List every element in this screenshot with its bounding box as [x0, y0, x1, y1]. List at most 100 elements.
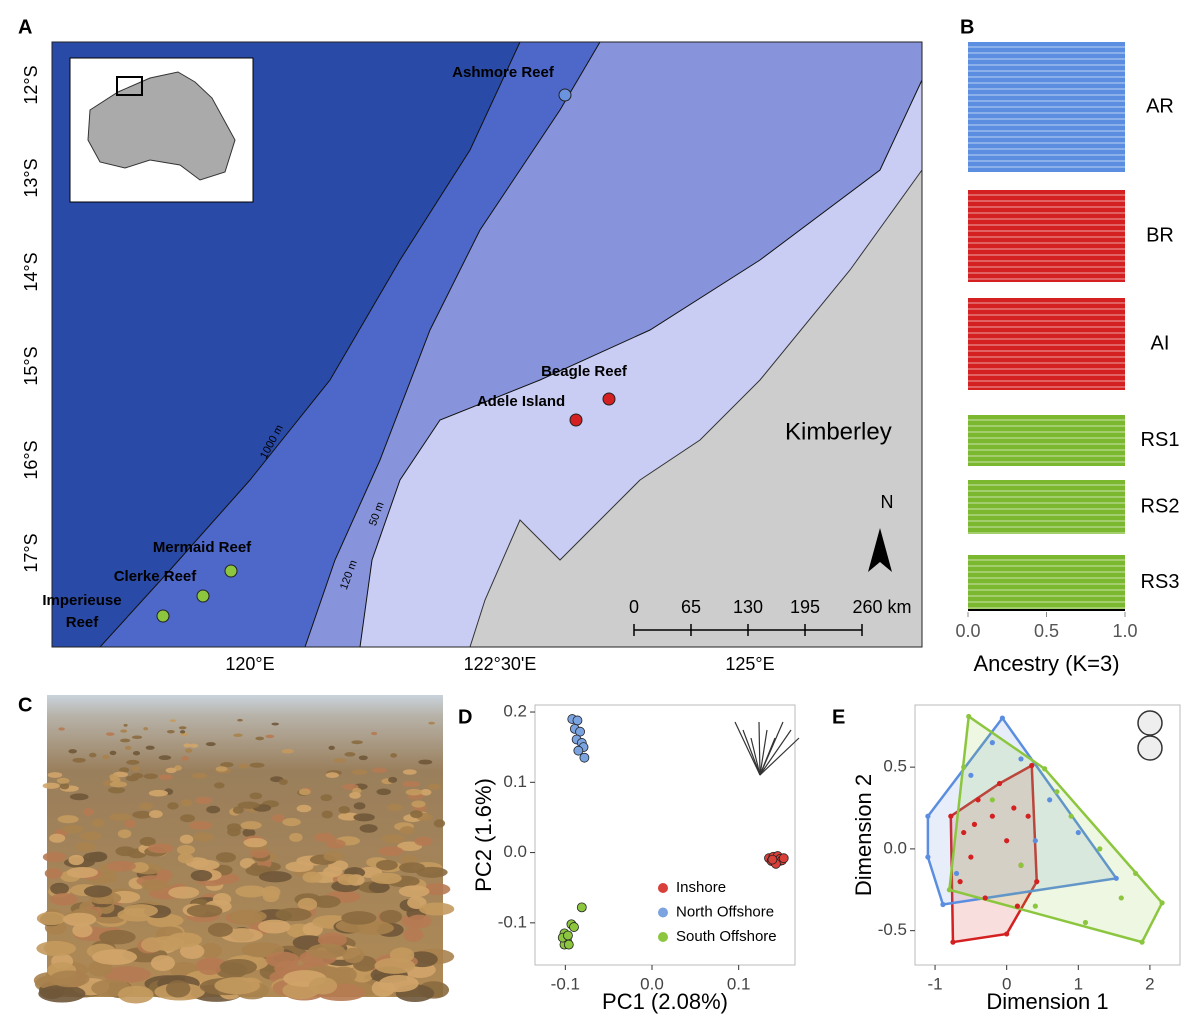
inset-box — [116, 76, 143, 96]
rock — [353, 802, 366, 810]
rock — [79, 831, 103, 841]
rock — [138, 802, 154, 810]
rock — [49, 970, 90, 988]
category-label: AI — [1151, 332, 1170, 354]
scale-label: 195 — [790, 597, 820, 617]
point — [1042, 766, 1048, 772]
point — [1029, 762, 1035, 769]
rock — [168, 886, 200, 899]
north-label: N — [881, 492, 894, 512]
rock — [83, 808, 95, 816]
rock — [109, 750, 117, 756]
point — [1025, 813, 1031, 819]
rock — [103, 966, 151, 983]
rock — [59, 783, 70, 790]
rock — [72, 923, 93, 938]
rock — [68, 854, 84, 866]
point — [961, 764, 967, 770]
rock — [308, 977, 338, 995]
rock — [179, 730, 186, 734]
rock — [351, 740, 363, 745]
point — [1118, 895, 1124, 901]
rock — [214, 977, 261, 995]
rock — [89, 851, 108, 862]
rock — [166, 730, 175, 734]
rock — [215, 852, 236, 863]
rock — [83, 885, 113, 898]
rock — [118, 985, 154, 1004]
lat-tick-label: 14°S — [21, 252, 41, 291]
site-marker — [602, 392, 616, 406]
rock — [344, 752, 356, 757]
rock — [341, 911, 377, 925]
x-tick-label: 0.0 — [955, 621, 980, 641]
rock — [120, 738, 131, 743]
rock — [298, 788, 311, 796]
point — [778, 853, 789, 864]
rock — [124, 819, 136, 828]
point — [1018, 756, 1024, 762]
y-tick-label: -0.1 — [498, 912, 527, 931]
plot-frame — [534, 704, 796, 966]
point — [999, 715, 1005, 721]
rock — [131, 735, 143, 740]
rock — [406, 914, 432, 929]
rock — [91, 949, 138, 965]
rock — [145, 745, 155, 750]
point — [982, 895, 988, 901]
lat-tick-label: 17°S — [21, 533, 41, 572]
rock — [240, 821, 262, 830]
rock — [353, 813, 375, 822]
rock — [205, 742, 216, 747]
rock — [378, 975, 419, 993]
rock — [88, 752, 97, 758]
rock — [36, 911, 66, 926]
rock — [388, 776, 398, 783]
rock — [358, 755, 368, 761]
rock — [166, 932, 203, 948]
rock — [148, 810, 163, 818]
rock — [238, 763, 249, 769]
rock — [235, 885, 267, 898]
x-tick-label: 0.1 — [727, 974, 751, 993]
rock — [381, 834, 406, 844]
coral-icon — [759, 737, 800, 776]
map-panel — [51, 41, 923, 648]
rock — [141, 937, 164, 953]
rock — [402, 780, 420, 788]
rock — [314, 832, 335, 842]
lat-tick-label: 16°S — [21, 440, 41, 479]
rock — [390, 753, 398, 758]
site-marker — [156, 609, 170, 623]
x-tick-label: -1 — [927, 974, 942, 993]
coral-icon — [759, 729, 792, 776]
rock — [165, 767, 177, 774]
rock — [282, 817, 301, 827]
category-label: RS3 — [1141, 571, 1180, 593]
rock — [428, 721, 435, 725]
x-tick-label: 1.0 — [1112, 621, 1137, 641]
rock — [359, 824, 378, 833]
rock — [58, 727, 65, 731]
rock — [193, 832, 214, 842]
rock — [402, 769, 417, 775]
legend-swatch — [658, 932, 668, 942]
point — [989, 740, 995, 746]
rock — [368, 881, 390, 894]
rock — [177, 853, 194, 864]
rock — [376, 788, 392, 796]
y-tick-label: -0.5 — [878, 920, 907, 939]
rock — [132, 810, 153, 819]
x-axis-title: PC1 (2.08%) — [602, 989, 728, 1014]
rock — [249, 762, 265, 768]
point — [1132, 870, 1139, 877]
panel-label: C — [18, 694, 32, 716]
rock — [61, 824, 84, 834]
rock — [207, 922, 233, 937]
scale-label: 260 km — [852, 597, 911, 617]
point — [1032, 838, 1038, 844]
rock — [131, 766, 140, 772]
point — [1018, 862, 1024, 868]
point — [767, 854, 778, 865]
point — [1004, 931, 1010, 937]
